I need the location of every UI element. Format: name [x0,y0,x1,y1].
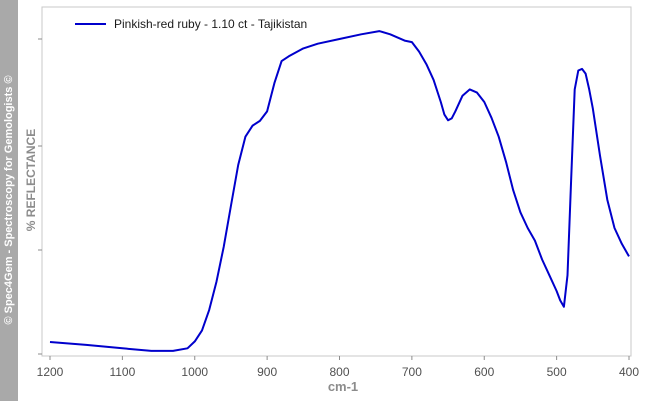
x-tick-label: 1100 [109,365,135,379]
plot-frame [41,6,632,357]
x-tick-label: 400 [619,365,639,379]
legend: Pinkish-red ruby - 1.10 ct - Tajikistan [75,17,307,31]
y-axis-ticks [38,38,42,355]
legend-label: Pinkish-red ruby - 1.10 ct - Tajikistan [114,17,307,31]
x-axis-ticks: 1200 1100 1000 900 800 700 600 500 400 [37,356,639,379]
watermark-banner: © Spec4Gem - Spectroscopy for Gemologist… [0,0,18,401]
x-tick-label: 800 [329,365,349,379]
x-tick-label: 600 [474,365,494,379]
x-tick-label: 1200 [37,365,64,379]
x-tick-label: 900 [257,365,277,379]
series-group [49,30,630,352]
x-tick-label: 500 [547,365,567,379]
x-axis-label: cm-1 [328,379,358,394]
x-tick-label: 700 [402,365,422,379]
x-tick-label: 1000 [181,365,208,379]
series-line [49,30,630,352]
